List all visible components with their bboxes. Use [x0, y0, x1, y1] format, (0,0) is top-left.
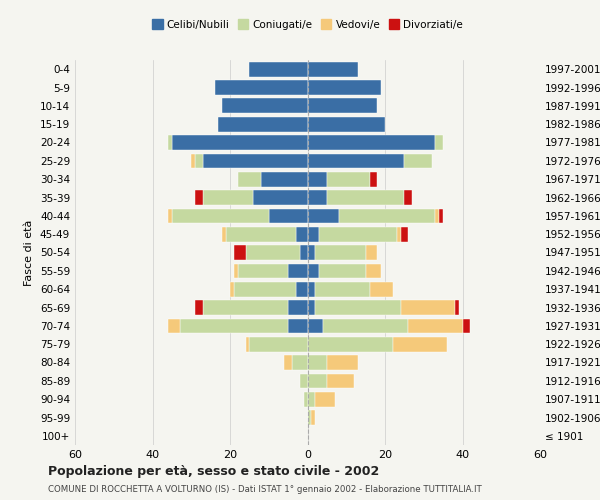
Bar	[397, 227, 401, 242]
Bar	[304, 392, 308, 406]
Bar	[168, 318, 179, 333]
Text: COMUNE DI ROCCHETTA A VOLTURNO (IS) - Dati ISTAT 1° gennaio 2002 - Elaborazione : COMUNE DI ROCCHETTA A VOLTURNO (IS) - Da…	[48, 485, 482, 494]
Bar	[250, 337, 308, 351]
Bar	[308, 117, 385, 132]
Bar	[261, 172, 308, 186]
Bar	[203, 300, 288, 315]
Bar	[234, 245, 245, 260]
Bar	[308, 337, 393, 351]
Bar	[455, 300, 458, 315]
Bar	[203, 190, 253, 205]
Bar	[404, 154, 431, 168]
Bar	[222, 227, 226, 242]
Bar	[296, 282, 308, 296]
Bar	[195, 154, 203, 168]
Bar	[300, 245, 308, 260]
Bar	[308, 227, 319, 242]
Bar	[370, 172, 377, 186]
Bar	[308, 172, 327, 186]
Bar	[234, 264, 238, 278]
Bar	[463, 318, 470, 333]
Bar	[234, 282, 296, 296]
Bar	[168, 208, 172, 223]
Bar	[250, 62, 308, 76]
Bar	[269, 208, 308, 223]
Bar	[308, 98, 377, 113]
Bar	[288, 300, 308, 315]
Y-axis label: Fasce di età: Fasce di età	[25, 220, 34, 286]
Bar	[238, 172, 261, 186]
Bar	[323, 318, 408, 333]
Bar	[308, 245, 315, 260]
Bar	[308, 300, 315, 315]
Bar	[226, 227, 296, 242]
Bar	[319, 264, 365, 278]
Bar	[296, 227, 308, 242]
Bar	[315, 282, 370, 296]
Bar	[393, 337, 447, 351]
Bar	[315, 392, 335, 406]
Bar	[245, 245, 300, 260]
Bar	[284, 355, 292, 370]
Bar	[401, 300, 455, 315]
Bar	[179, 318, 288, 333]
Bar	[308, 410, 311, 425]
Bar	[195, 190, 203, 205]
Bar	[203, 154, 308, 168]
Bar	[308, 374, 327, 388]
Legend: Celibi/Nubili, Coniugati/e, Vedovi/e, Divorziati/e: Celibi/Nubili, Coniugati/e, Vedovi/e, Di…	[148, 15, 467, 34]
Bar	[404, 190, 412, 205]
Bar	[308, 392, 315, 406]
Bar	[308, 355, 327, 370]
Bar	[327, 190, 404, 205]
Bar	[308, 154, 404, 168]
Bar	[195, 300, 203, 315]
Bar	[172, 208, 269, 223]
Bar	[401, 227, 408, 242]
Bar	[300, 374, 308, 388]
Bar	[327, 374, 354, 388]
Bar	[370, 282, 393, 296]
Bar	[218, 117, 308, 132]
Bar	[222, 98, 308, 113]
Bar	[327, 172, 370, 186]
Bar	[315, 245, 365, 260]
Bar	[319, 227, 397, 242]
Bar	[253, 190, 308, 205]
Bar	[308, 208, 338, 223]
Bar	[288, 318, 308, 333]
Bar	[245, 337, 250, 351]
Bar	[308, 190, 327, 205]
Bar	[191, 154, 195, 168]
Bar	[365, 245, 377, 260]
Bar	[308, 135, 436, 150]
Bar	[439, 208, 443, 223]
Bar	[168, 135, 172, 150]
Bar	[238, 264, 288, 278]
Bar	[315, 300, 401, 315]
Bar	[365, 264, 381, 278]
Bar	[311, 410, 315, 425]
Bar	[327, 355, 358, 370]
Bar	[308, 318, 323, 333]
Bar	[308, 80, 381, 95]
Bar	[172, 135, 308, 150]
Bar	[338, 208, 436, 223]
Bar	[308, 62, 358, 76]
Bar	[308, 282, 315, 296]
Bar	[436, 208, 439, 223]
Bar	[288, 264, 308, 278]
Bar	[308, 264, 319, 278]
Bar	[292, 355, 308, 370]
Bar	[215, 80, 308, 95]
Text: Popolazione per età, sesso e stato civile - 2002: Popolazione per età, sesso e stato civil…	[48, 465, 379, 478]
Bar	[436, 135, 443, 150]
Bar	[230, 282, 234, 296]
Bar	[408, 318, 463, 333]
